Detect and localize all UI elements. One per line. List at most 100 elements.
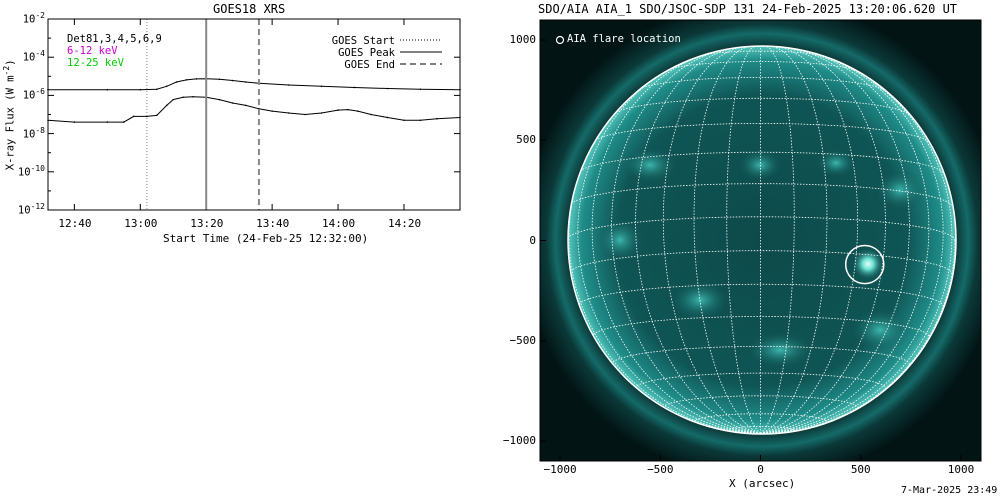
goes-y-tick-label: 10-10: [18, 164, 45, 179]
goes-x-tick-label: 13:20: [190, 217, 224, 230]
goes-y-tick-exp: -12: [30, 202, 45, 211]
aia-title: SDO/AIA AIA_1 SDO/JSOC-SDP 131 24-Feb-20…: [538, 2, 958, 16]
goes-point-short: [192, 95, 194, 98]
goes-x-tick-label: 12:40: [58, 217, 92, 230]
longitude-line: [760, 57, 944, 434]
goes-x-tick-label: 14:00: [322, 217, 356, 230]
goes-x-tick-label: 14:20: [387, 217, 422, 230]
goes-legend-12-25: 12-25 keV: [67, 57, 124, 69]
goes-point-short: [436, 117, 438, 120]
goes-point-short: [155, 114, 158, 117]
goes-y-tick-label: 10-2: [23, 11, 45, 26]
longitude-line: [662, 46, 761, 434]
aia-y-tick-label: −500: [509, 333, 537, 347]
goes-point-long: [218, 78, 221, 81]
goes-point-long: [320, 85, 323, 88]
goes-point-short: [182, 96, 184, 99]
longitude-line: [760, 50, 930, 434]
goes-point-short: [357, 110, 359, 112]
latitude-line: [612, 97, 909, 115]
latitude-line: [568, 183, 953, 207]
goes-y-tick-exp: -8: [35, 125, 45, 135]
longitude-line: [760, 47, 886, 434]
longitude-line: [577, 57, 761, 434]
flare-region: [852, 248, 884, 280]
goes-x-tick-label: 13:40: [256, 217, 290, 230]
goes-point-long: [386, 87, 389, 90]
aia-legend-symbol: [555, 35, 565, 45]
longitude-line: [568, 81, 761, 434]
goes-point-short: [304, 113, 306, 116]
goes-point-short: [386, 116, 389, 119]
latitude-line: [592, 123, 929, 143]
goes-point-short: [231, 102, 234, 104]
aia-y-tick-label: 1000: [509, 33, 537, 47]
goes-y-tick-label: 10-8: [23, 126, 45, 141]
goes-point-long: [195, 78, 198, 80]
aia-x-axis-label: X (arcsec): [729, 477, 796, 490]
goes-point-long: [139, 88, 142, 91]
goes-x-tick-label: 13:00: [124, 217, 158, 230]
longitude-line: [591, 50, 761, 434]
longitude-line: [611, 48, 761, 434]
goes-point-long: [175, 81, 178, 83]
latitude-line: [577, 151, 944, 174]
goes-point-short: [347, 108, 349, 111]
goes-point-long: [419, 88, 422, 91]
goes-y-tick-exp: -4: [35, 49, 45, 59]
goes-y-tick-base: 10: [22, 128, 36, 141]
longitude-line: [760, 81, 953, 434]
goes-point-short: [403, 119, 405, 122]
goes-y-tick-exp: -10: [30, 163, 45, 173]
goes-point-long: [106, 88, 109, 91]
goes-y-tick-base: 10: [22, 89, 36, 102]
goes-point-short: [370, 113, 372, 116]
goes-y-tick-exp: -2: [35, 11, 45, 20]
goes-point-short: [172, 98, 175, 101]
aia-legend-text: AIA flare location: [567, 33, 681, 45]
aia-x-tick-label: −500: [647, 463, 674, 476]
goes-point-short: [132, 115, 135, 118]
goes-legend-det: Det81,3,4,5,6,9: [67, 33, 162, 45]
goes-point-long: [231, 79, 234, 82]
goes-point-long: [185, 79, 188, 81]
longitude-line: [760, 46, 828, 434]
goes-y-tick-label: 10-4: [23, 49, 45, 64]
footer-date: 7-Mar-2025 23:49: [901, 485, 998, 496]
goes-point-short: [106, 121, 109, 123]
aia-y-tick-label: 0: [529, 233, 536, 247]
goes-y-tick-base: 10: [17, 166, 31, 179]
aia-y-tick-label: 500: [516, 133, 536, 147]
goes-legend-6-12: 6-12 keV: [67, 45, 118, 57]
goes-legend-right-label: GOES Peak: [338, 47, 396, 59]
active-regions: [596, 147, 925, 368]
goes-point-long: [244, 81, 247, 83]
goes-point-short: [271, 110, 273, 112]
latitude-line: [568, 250, 953, 275]
heliographic-grid: [568, 46, 956, 434]
aia-x-tick-label: 0: [757, 463, 764, 476]
goes-point-long: [287, 84, 290, 86]
goes-point-long: [353, 86, 356, 89]
goes-point-short: [419, 119, 422, 122]
goes-point-short: [165, 104, 168, 107]
goes-legend-right-label: GOES End: [344, 59, 395, 71]
longitude-line: [760, 46, 795, 434]
goes-y-tick-label: 10-6: [23, 87, 45, 102]
goes-y-tick-exp: -6: [35, 87, 45, 97]
aia-x-tick-label: 1000: [947, 463, 975, 476]
goes-x-axis-label: Start Time (24-Feb-25 12:32:00): [163, 232, 369, 245]
goes-y-tick-base: 10: [22, 13, 36, 26]
latitude-line: [666, 61, 855, 71]
goes-point-short: [320, 112, 323, 114]
aia-x-tick-label: 500: [850, 463, 871, 476]
goes-y-tick-base: 10: [22, 51, 36, 64]
goes-point-short: [287, 112, 290, 114]
goes-y-tick-base: 10: [17, 204, 31, 217]
goes-point-short: [123, 121, 125, 123]
goes-point-long: [165, 85, 168, 88]
latitude-line: [726, 425, 795, 431]
goes-point-short: [337, 109, 339, 111]
